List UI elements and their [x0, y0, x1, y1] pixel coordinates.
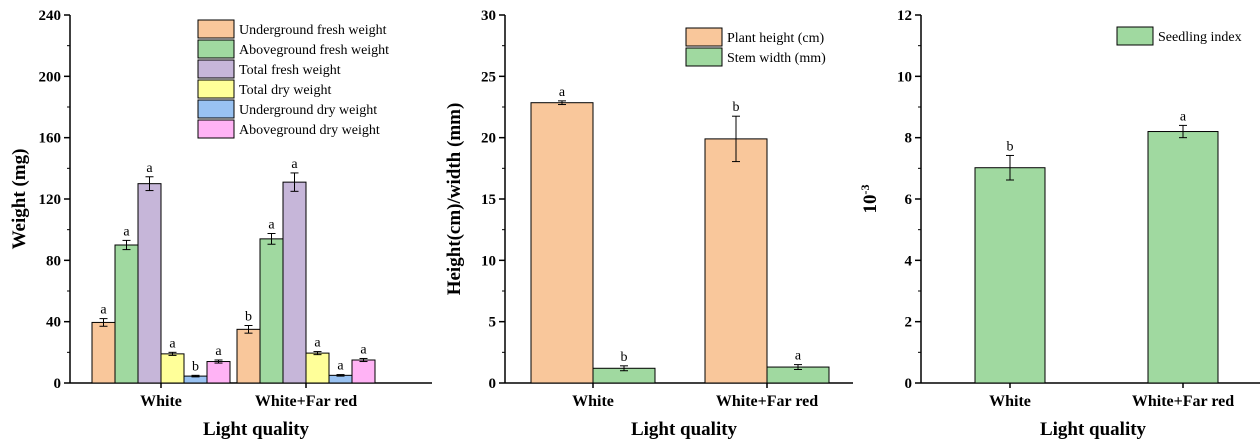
bar [351, 359, 376, 384]
x-tick-label: White+Far red [716, 393, 818, 410]
y-tick-label: 10 [897, 69, 912, 85]
significance-label: a [360, 342, 367, 357]
y-tick-label: 160 [39, 131, 62, 147]
significance-label: a [146, 161, 153, 176]
y-tick-label: 6 [905, 192, 913, 208]
x-tick-label: White+Far red [1132, 393, 1234, 410]
significance-label: a [314, 336, 321, 351]
significance-label: b [192, 359, 199, 374]
x-axis-title: Light quality [631, 419, 738, 439]
significance-label: a [559, 85, 566, 100]
legend-swatch [197, 119, 235, 139]
legend: Seedling index [1116, 26, 1242, 46]
y-tick-label: 40 [46, 315, 61, 331]
legend: Plant height (cm) Stem width (mm) [685, 27, 826, 67]
y-tick-label: 12 [897, 8, 912, 24]
legend-label: Aboveground dry weight [239, 123, 380, 138]
significance-label: a [291, 157, 298, 172]
significance-label: a [337, 359, 344, 374]
y-tick-label: 5 [489, 315, 497, 331]
significance-label: a [123, 224, 130, 239]
y-tick-label: 0 [905, 376, 913, 392]
significance-label: b [733, 100, 740, 115]
legend-swatch [1116, 26, 1154, 46]
legend-label: Seedling index [1158, 30, 1242, 45]
x-axis-title: Light quality [1040, 419, 1147, 439]
y-axis-title: 10-3 [858, 185, 881, 214]
y-tick-label: 200 [39, 69, 62, 85]
x-tick-label: White [989, 393, 1031, 410]
legend-label: Plant height (cm) [727, 31, 825, 46]
bar [236, 328, 261, 384]
x-axis-title: Light quality [203, 419, 310, 439]
significance-label: b [1007, 139, 1014, 154]
bar [137, 183, 162, 384]
y-tick-label: 2 [905, 315, 913, 331]
significance-label: a [268, 218, 275, 233]
chart-panel-3: 0 2 4 6 8 10 12 b White a White+Far red Light quali… [858, 8, 1260, 439]
y-tick-label: 80 [46, 253, 61, 269]
legend-label: Total fresh weight [239, 63, 341, 78]
legend-label: Underground fresh weight [239, 23, 387, 38]
y-tick-label: 120 [39, 192, 62, 208]
y-tick-label: 0 [489, 376, 497, 392]
legend-swatch [197, 99, 235, 119]
legend-label: Total dry weight [239, 83, 331, 98]
x-tick-label: White [572, 393, 614, 410]
chart-panel-2: 0 5 10 15 20 25 30 a b White b a White+Far red Light … [444, 8, 853, 439]
legend-label: Stem width (mm) [727, 51, 826, 66]
legend: Underground fresh weight Aboveground fres… [197, 19, 389, 139]
bar [114, 244, 139, 384]
bar [160, 353, 185, 384]
legend-label: Underground dry weight [239, 103, 377, 118]
y-tick-label: 10 [481, 253, 496, 269]
y-tick-label: 8 [905, 131, 913, 147]
y-tick-label: 30 [481, 8, 496, 24]
significance-label: a [169, 336, 176, 351]
significance-label: a [795, 349, 802, 364]
legend-swatch [197, 79, 235, 99]
bar [704, 138, 768, 384]
y-axis-title: Height(cm)/width (mm) [444, 103, 465, 296]
legend-swatch [197, 19, 235, 39]
legend-swatch [685, 27, 723, 47]
chart-panel-1: 0 40 80 120 160 200 240 a a a a b a White b a a a a a White+… [9, 8, 432, 439]
y-tick-label: 0 [54, 376, 62, 392]
y-tick-label: 15 [481, 192, 496, 208]
legend-swatch [197, 59, 235, 79]
bar [530, 102, 594, 384]
y-tick-label: 25 [481, 69, 496, 85]
x-tick-label: White [140, 393, 182, 410]
bar [91, 321, 116, 384]
significance-label: a [100, 303, 107, 318]
bar [206, 361, 231, 384]
bar [974, 167, 1046, 384]
legend-swatch [685, 47, 723, 67]
x-tick-label: White+Far red [255, 393, 357, 410]
significance-label: b [621, 350, 628, 365]
bar [282, 181, 307, 384]
y-axis-title: Weight (mg) [9, 149, 30, 250]
legend-swatch [197, 39, 235, 59]
significance-label: b [245, 310, 252, 325]
y-tick-label: 20 [481, 131, 496, 147]
significance-label: a [215, 344, 222, 359]
legend-label: Aboveground fresh weight [239, 43, 389, 58]
bar [259, 238, 284, 384]
bar [1147, 131, 1219, 384]
y-tick-label: 240 [39, 8, 62, 24]
significance-label: a [1180, 109, 1187, 124]
bar [305, 352, 330, 384]
y-tick-label: 4 [905, 253, 913, 269]
